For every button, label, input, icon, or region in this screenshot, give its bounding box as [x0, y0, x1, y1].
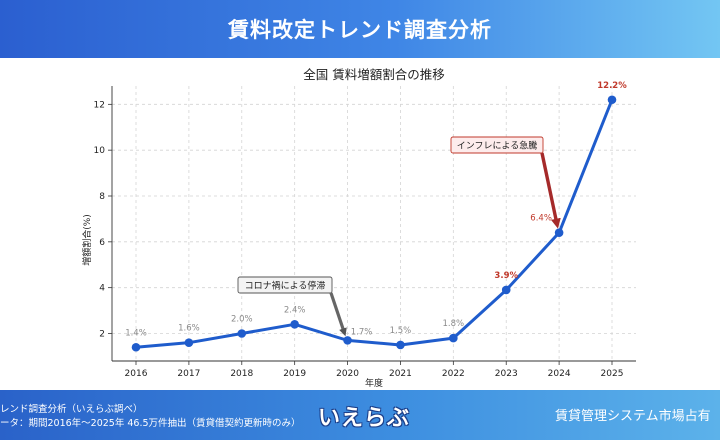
y-tick-label: 12 [94, 100, 105, 110]
y-tick-label: 8 [99, 192, 105, 202]
data-point [607, 95, 617, 105]
x-tick-label: 2025 [601, 369, 624, 379]
footer-source-line: レンド調査分析（いえらぶ調べ） [0, 404, 143, 415]
x-tick-label: 2018 [230, 369, 253, 379]
data-label: 1.4% [125, 328, 147, 338]
footer-tagline: 賃貸管理システム市場占有 [555, 409, 711, 424]
data-point [343, 336, 352, 345]
y-tick-label: 10 [94, 146, 106, 156]
x-tick-label: 2020 [336, 369, 359, 379]
annotation-arrow-inflation [540, 152, 561, 229]
data-point [449, 333, 458, 343]
footer-banner: レンド調査分析（いえらぶ調べ） ータ：期間2016年〜2025年 46.5万件抽… [0, 390, 720, 440]
x-tick-label: 2017 [177, 369, 200, 379]
data-point [237, 329, 247, 338]
data-label: 12.2% [597, 81, 627, 91]
header-banner: 賃料改定トレンド調査分析 [0, 0, 720, 58]
x-tick-label: 2016 [125, 369, 148, 379]
data-label: 1.7% [351, 327, 373, 337]
brand-logo: いえらぶ [318, 406, 411, 431]
data-label: 3.9% [494, 271, 518, 281]
data-point [396, 340, 405, 350]
x-tick-label: 2019 [283, 369, 306, 379]
page-title: 賃料改定トレンド調査分析 [228, 18, 492, 42]
data-label: 1.6% [178, 324, 200, 334]
annotation-text-covid: コロナ禍による停滞 [245, 280, 326, 292]
data-point [554, 228, 564, 237]
data-label: 1.8% [443, 319, 465, 329]
y-tick-label: 6 [99, 238, 105, 248]
x-tick-label: 2023 [495, 369, 518, 379]
annotation-box-inflation [450, 136, 544, 154]
data-label: 2.0% [231, 315, 253, 325]
x-tick-label: 2021 [389, 369, 412, 379]
x-axis-label: 年度 [365, 377, 383, 389]
chart-area: 全国 賃料増額割合の推移 2 4 6 8 10 12 2016 2017 2018 2019 202… [0, 58, 720, 390]
annotation-text-inflation: インフレによる急騰 [457, 140, 537, 152]
x-tick-label: 2024 [548, 369, 571, 379]
data-label: 1.5% [390, 326, 412, 336]
data-point [290, 320, 299, 329]
y-tick-label: 4 [99, 284, 105, 294]
data-point [501, 285, 511, 295]
series-line [135, 99, 614, 349]
data-point [184, 338, 194, 347]
chart-title: 全国 賃料増額割合の推移 [303, 67, 444, 82]
y-tick-label: 2 [99, 330, 105, 340]
data-label: 2.4% [284, 305, 306, 315]
annotation-box-covid [237, 276, 333, 294]
annotation-arrow-covid [329, 292, 347, 337]
data-label: 6.4% [530, 214, 552, 224]
y-axis-label: 増額割合(%) [81, 214, 93, 266]
line-chart: 全国 賃料増額割合の推移 2 4 6 8 10 12 2016 2017 2018 2019 202… [81, 67, 636, 389]
footer-data-note: ータ：期間2016年〜2025年 46.5万件抽出（賃貸借契約更新時のみ） [0, 418, 301, 429]
x-tick-label: 2022 [442, 369, 465, 379]
data-point [131, 342, 141, 352]
